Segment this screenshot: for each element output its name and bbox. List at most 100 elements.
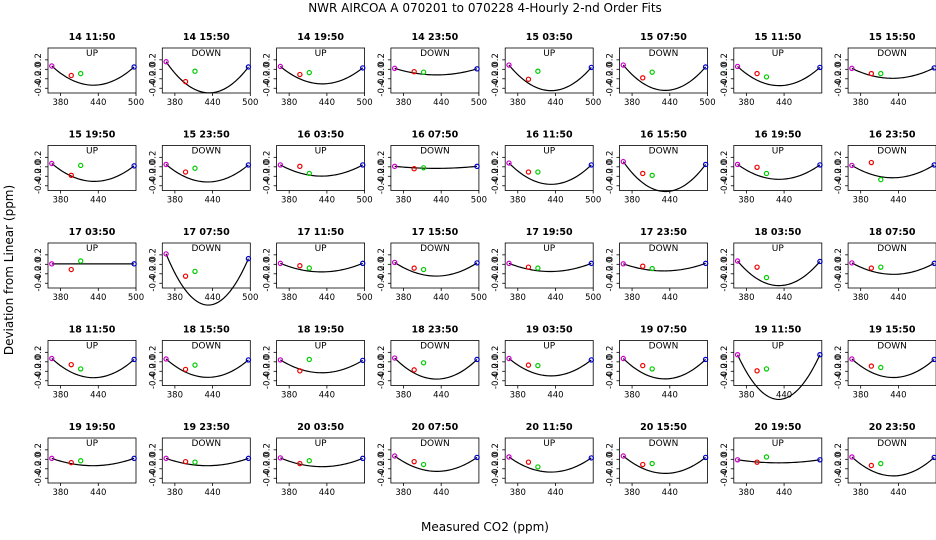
panel-22-point-s1 <box>640 263 646 269</box>
panel-15-fit-curve <box>737 163 821 180</box>
panel-35-ytick-label: -0.2 <box>263 460 273 477</box>
panel-24-point-s2 <box>878 264 884 270</box>
panel-39-xtick-label: 440 <box>776 488 792 498</box>
panel-23-point-high <box>817 258 823 265</box>
panel-34-point-s2 <box>192 459 198 465</box>
panel-5-ytick-label: 0.2 <box>491 53 501 67</box>
panel-20-ytick-label: -0.2 <box>377 265 387 282</box>
panel-19: 17 11:50 UP 0.20.0-0.2-0.4 380 440 500 <box>263 227 373 303</box>
panel-20-label: DOWN <box>420 244 450 254</box>
panel-37-xtick-label: 440 <box>547 488 563 498</box>
panel-4-ytick-label: 0.0 <box>377 63 387 77</box>
panel-32: 19 15:50 DOWN 0.20.0-0.2-0.4 380 440 <box>834 325 936 401</box>
panel-21-xtick-label: 440 <box>547 293 563 303</box>
panel-14-point-s2 <box>649 172 655 179</box>
panel-6-point-s2 <box>649 69 655 75</box>
panel-37-frame <box>504 437 594 484</box>
panel-31-ytick-label: 0.2 <box>720 346 730 360</box>
panel-23-ytick-label: 0.2 <box>720 248 730 262</box>
panel-3-xtick-label: 440 <box>319 98 335 108</box>
panel-1-point-s2 <box>77 70 84 77</box>
panel-38-ytick-label: -0.2 <box>606 460 616 477</box>
panel-18-point-s2 <box>192 268 198 275</box>
panel-25-xtick-label: 440 <box>90 391 106 401</box>
panel-32-point-s1 <box>868 363 875 369</box>
panel-14-ytick-label: 0.2 <box>606 151 616 165</box>
panel-11-point-high <box>360 162 366 168</box>
panel-32-frame <box>847 340 936 386</box>
panel-17-ytick-label: -0.2 <box>34 265 44 282</box>
panel-8-ytick-label: -0.2 <box>834 70 844 87</box>
panel-3-point-s2 <box>306 69 312 76</box>
panel-31-fit-curve <box>737 354 821 401</box>
panel-29-ytick-label: 0.0 <box>491 355 501 369</box>
panel-6-xtick-label: 380 <box>624 98 640 108</box>
panel-4-ytick-label: -0.4 <box>377 80 387 97</box>
panel-8: 15 15:50 DOWN 0.20.0-0.2-0.4 380 440 <box>834 32 936 108</box>
panel-39-xtick-label: 380 <box>738 488 754 498</box>
panel-28-title: 18 23:50 <box>412 325 459 336</box>
panel-40-frame <box>847 437 936 484</box>
panel-16-point-s1 <box>868 159 875 166</box>
panel-25-title: 18 11:50 <box>69 325 116 336</box>
panel-28-point-s2 <box>420 360 427 366</box>
panel-4-xtick-label: 380 <box>395 98 411 108</box>
panel-18-ytick-label: -0.2 <box>148 265 158 282</box>
panel-39: 20 19:50 UP 0.20.0-0.2-0.4 380 440 <box>720 422 823 498</box>
panel-5-title: 15 03:50 <box>526 32 573 43</box>
panel-21: 17 19:50 UP 0.20.0-0.2-0.4 380 440 500 <box>491 227 601 303</box>
panel-24: 18 07:50 DOWN 0.20.0-0.2-0.4 380 440 <box>834 227 936 303</box>
panel-27-fit-curve <box>280 359 364 374</box>
panel-34-point-high <box>245 455 252 462</box>
panel-31-ytick-label: 0.0 <box>720 355 730 369</box>
panel-6-ytick-label: -0.2 <box>606 70 616 87</box>
panel-5-ytick-label: -0.4 <box>491 80 501 97</box>
panel-13-point-s1 <box>525 169 532 175</box>
panel-30-ytick-label: -0.4 <box>606 372 616 389</box>
panel-34-label: DOWN <box>191 439 221 449</box>
panel-32-ytick-label: -0.2 <box>834 363 844 380</box>
panel-28-ytick-label: 0.0 <box>377 355 387 369</box>
panel-34-fit-curve <box>165 457 249 467</box>
panel-35-point-high <box>360 455 366 462</box>
panel-7-point-high <box>817 64 823 71</box>
panel-25-ytick-label: -0.4 <box>34 372 44 389</box>
panel-16-point-s2 <box>878 176 884 183</box>
panel-35-ytick-label: 0.0 <box>263 453 273 467</box>
panel-8-point-s2 <box>878 70 884 77</box>
panel-14-xtick-label: 380 <box>624 196 640 206</box>
panel-37-ytick-label: -0.2 <box>491 460 501 477</box>
panel-16-ytick-label: -0.4 <box>834 177 844 194</box>
panel-23-ytick-label: -0.4 <box>720 275 730 292</box>
panel-20-xtick-label: 380 <box>395 293 411 303</box>
panel-32-fit-curve <box>851 358 935 379</box>
panel-37-point-low <box>506 454 512 460</box>
panel-20-point-low <box>391 259 398 266</box>
panel-39-title: 20 19:50 <box>754 422 801 433</box>
panel-38-point-low <box>620 453 626 459</box>
panel-23-title: 18 03:50 <box>754 227 801 238</box>
panel-40-title: 20 23:50 <box>869 422 916 433</box>
panel-27-label: UP <box>315 342 328 352</box>
panel-4-xtick-label: 440 <box>433 98 449 108</box>
panel-2-fit-curve <box>165 61 249 94</box>
panel-35-ytick-label: -0.4 <box>263 470 273 487</box>
panel-38-ytick-label: -0.4 <box>606 470 616 487</box>
panel-31-xtick-label: 380 <box>738 391 754 401</box>
panel-33-xtick-label: 380 <box>52 488 68 498</box>
panel-3-point-s1 <box>297 71 303 78</box>
panel-26-point-s1 <box>182 366 189 373</box>
panel-2-label: DOWN <box>191 49 221 59</box>
panel-17-title: 17 03:50 <box>69 227 116 238</box>
panel-33-title: 19 19:50 <box>69 422 116 433</box>
panel-22-ytick-label: -0.4 <box>606 275 616 292</box>
panel-7-frame <box>733 47 823 94</box>
panel-20-fit-curve <box>394 261 478 277</box>
panel-10-ytick-label: 0.0 <box>148 160 158 174</box>
panel-13-ytick-label: -0.2 <box>491 168 501 185</box>
panel-36-label: DOWN <box>420 439 450 449</box>
panel-37-point-s2 <box>535 464 541 470</box>
panel-6-frame <box>619 47 708 94</box>
